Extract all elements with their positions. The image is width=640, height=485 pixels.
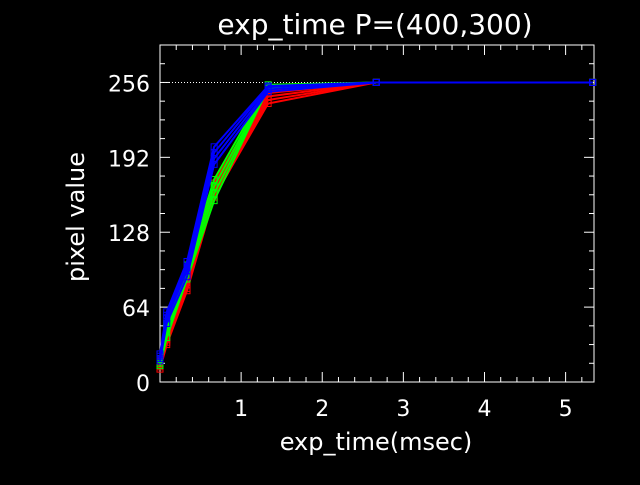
y-tick-label: 192 — [108, 147, 150, 172]
plot-area: 0 64 128 192 256 1 2 3 4 5 — [108, 44, 597, 422]
x-tick-label: 2 — [315, 397, 329, 422]
data-point — [210, 143, 218, 151]
series-line — [159, 81, 593, 365]
series-line — [159, 81, 593, 361]
data-point — [589, 78, 597, 86]
series-line — [159, 81, 593, 368]
data-point — [156, 350, 164, 358]
series-line — [159, 81, 593, 363]
data-point — [372, 78, 380, 86]
plot-frame — [159, 44, 595, 383]
series-line — [159, 81, 593, 364]
series-line — [159, 81, 593, 362]
x-axis-label: exp_time(msec) — [280, 428, 473, 456]
data-point — [183, 257, 191, 265]
y-tick-label: 256 — [108, 72, 150, 97]
x-tick-label: 4 — [477, 397, 491, 422]
data-point — [163, 308, 171, 316]
x-tick-label: 3 — [396, 397, 410, 422]
series-line — [159, 81, 593, 359]
series-line — [159, 81, 593, 370]
series-line — [159, 81, 593, 362]
series-line — [159, 81, 593, 359]
data-point — [264, 82, 272, 90]
x-tick-label: 1 — [234, 397, 248, 422]
chart-title: exp_time P=(400,300) — [217, 8, 532, 41]
x-tick-label: 5 — [559, 397, 573, 422]
series-line — [159, 81, 593, 366]
y-tick-label: 64 — [122, 297, 150, 322]
y-tick-label: 0 — [136, 372, 150, 397]
series-line — [159, 81, 593, 357]
y-axis-label: pixel value — [62, 152, 90, 282]
series-line — [159, 81, 593, 355]
y-tick-label: 128 — [108, 222, 150, 247]
